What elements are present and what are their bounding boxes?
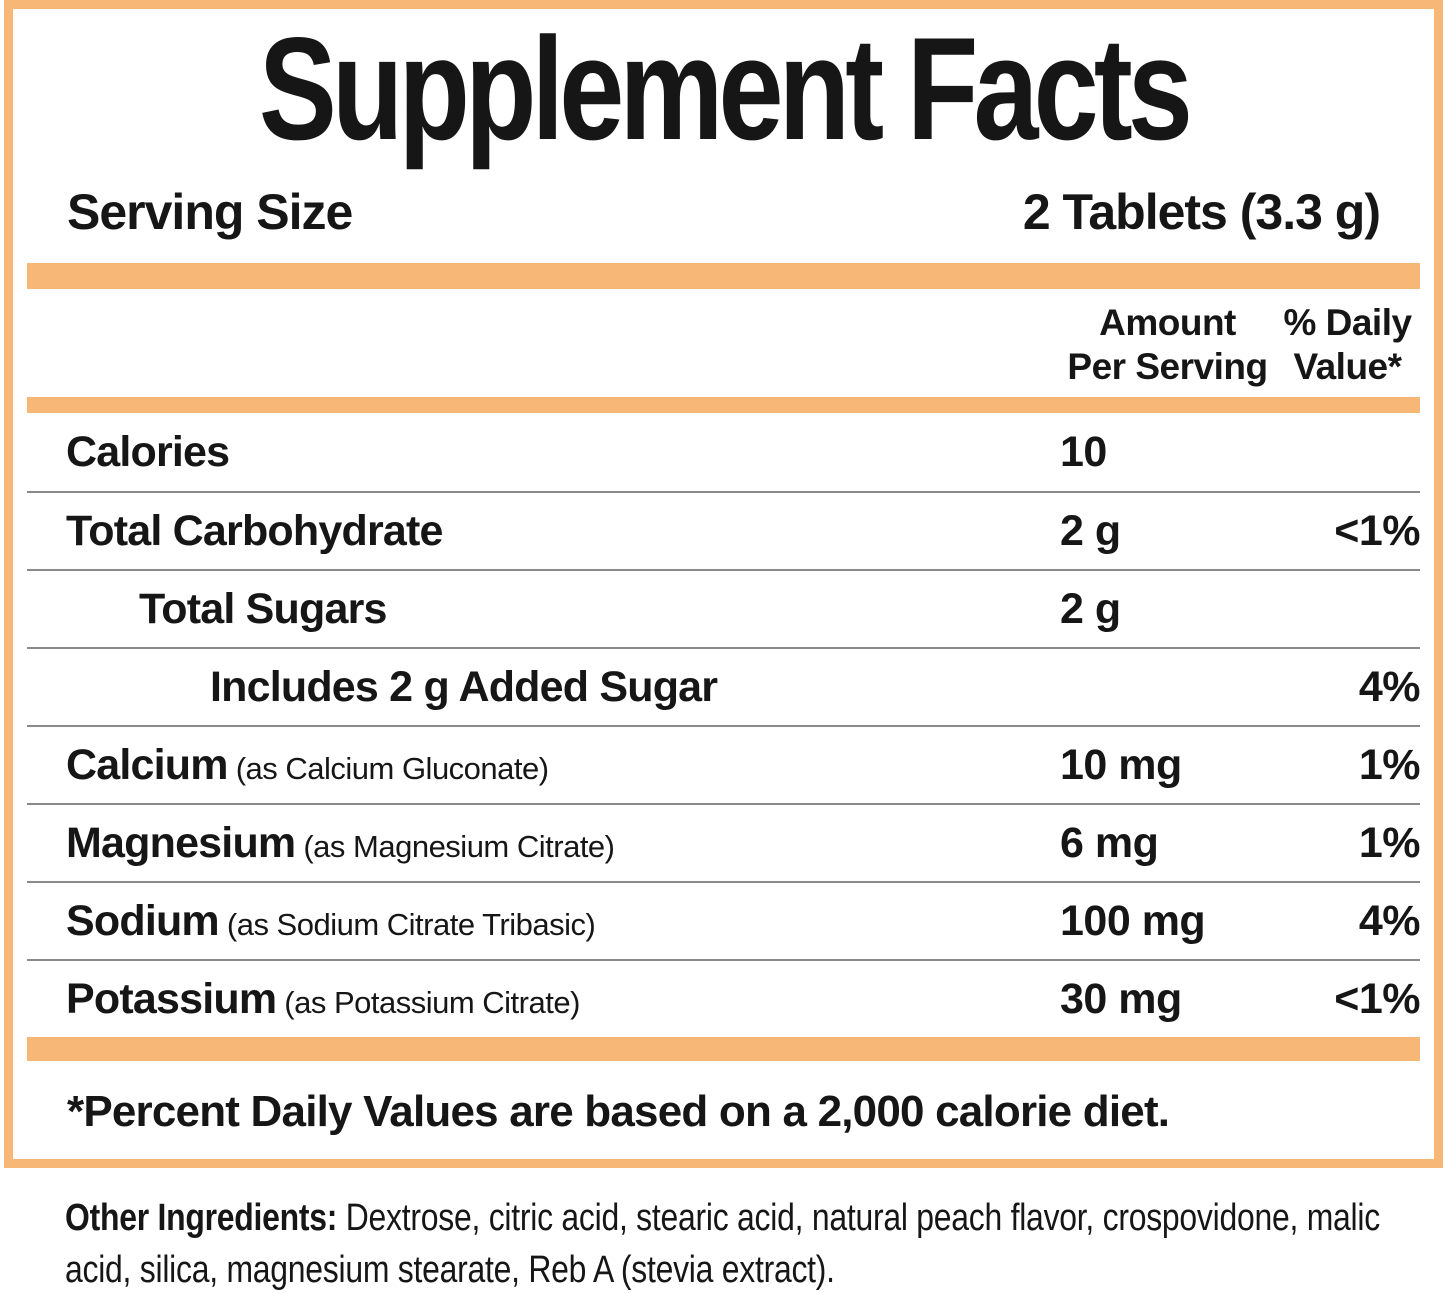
- nutrient-name: Magnesium: [66, 818, 296, 867]
- nutrient-amount: 6 mg: [1060, 818, 1159, 867]
- other-ingredients-text: Dextrose, citric acid, stearic acid, nat…: [65, 1197, 1380, 1291]
- nutrient-daily-value: 4%: [1358, 896, 1421, 945]
- supplement-facts-panel: Supplement Facts Serving Size 2 Tablets …: [4, 0, 1443, 1168]
- nutrient-row-added-sugar: Includes 2 g Added Sugar 4%: [27, 647, 1421, 725]
- nutrient-amount: 10: [1060, 427, 1107, 476]
- nutrient-daily-value: <1%: [1334, 974, 1420, 1023]
- other-ingredients: Other Ingredients: Dextrose, citric acid…: [65, 1192, 1380, 1293]
- nutrient-name: Sodium: [66, 896, 220, 945]
- panel-title: Supplement Facts: [258, 7, 1193, 170]
- column-header-row: Amount Per Serving % Daily Value*: [27, 289, 1420, 397]
- nutrient-daily-value: 1%: [1358, 740, 1421, 789]
- nutrient-name: Potassium: [66, 974, 277, 1023]
- nutrient-row-total-carbohydrate: Total Carbohydrate 2 g <1%: [27, 491, 1421, 569]
- nutrient-source: (as Magnesium Citrate): [303, 828, 615, 864]
- nutrient-row-total-sugars: Total Sugars 2 g: [27, 569, 1420, 647]
- nutrient-row-magnesium: Magnesium (as Magnesium Citrate) 6 mg 1%: [27, 803, 1421, 881]
- nutrient-amount: 100 mg: [1060, 896, 1206, 945]
- header-spacer: [27, 301, 1060, 389]
- separator-bar-header: [27, 397, 1420, 413]
- nutrient-row-sodium: Sodium (as Sodium Citrate Tribasic) 100 m…: [27, 881, 1421, 959]
- nutrient-daily-value: <1%: [1334, 506, 1420, 555]
- nutrient-source: (as Calcium Gluconate): [235, 750, 549, 786]
- nutrient-name: Calories: [66, 427, 230, 476]
- nutrient-row-calcium: Calcium (as Calcium Gluconate) 10 mg 1%: [27, 725, 1421, 803]
- nutrient-daily-value: 4%: [1358, 662, 1421, 711]
- header-percent-daily-value: % Daily Value*: [1283, 302, 1412, 387]
- daily-value-footnote: *Percent Daily Values are based on a 2,0…: [67, 1087, 1170, 1136]
- separator-bar-bottom: [27, 1037, 1420, 1061]
- nutrient-amount: 2 g: [1060, 584, 1121, 633]
- header-amount-per-serving: Amount Per Serving: [1067, 302, 1268, 387]
- nutrient-source: (as Sodium Citrate Tribasic): [226, 906, 596, 942]
- nutrient-amount: 10 mg: [1060, 740, 1182, 789]
- separator-bar-top: [27, 263, 1420, 289]
- panel-content: Supplement Facts Serving Size 2 Tablets …: [13, 9, 1434, 1159]
- serving-size-label: Serving Size: [67, 184, 353, 240]
- nutrient-row-potassium: Potassium (as Potassium Citrate) 30 mg <1…: [27, 959, 1421, 1037]
- nutrient-table: Calories 10 Total Carbohydrate 2 g <1% T…: [27, 413, 1421, 1037]
- nutrient-name: Total Carbohydrate: [66, 506, 443, 555]
- nutrient-name: Includes 2 g Added Sugar: [210, 662, 718, 711]
- serving-size-row: Serving Size 2 Tablets (3.3 g): [27, 183, 1420, 241]
- nutrient-row-calories: Calories 10: [27, 413, 1420, 491]
- nutrient-amount: 2 g: [1060, 506, 1121, 555]
- nutrient-source: (as Potassium Citrate): [284, 984, 580, 1020]
- nutrient-name: Calcium: [66, 740, 228, 789]
- nutrient-amount: 30 mg: [1060, 974, 1182, 1023]
- nutrient-daily-value: 1%: [1358, 818, 1421, 867]
- serving-size-value: 2 Tablets (3.3 g): [1022, 184, 1381, 240]
- other-ingredients-label: Other Ingredients:: [65, 1197, 338, 1239]
- nutrient-name: Total Sugars: [139, 584, 387, 633]
